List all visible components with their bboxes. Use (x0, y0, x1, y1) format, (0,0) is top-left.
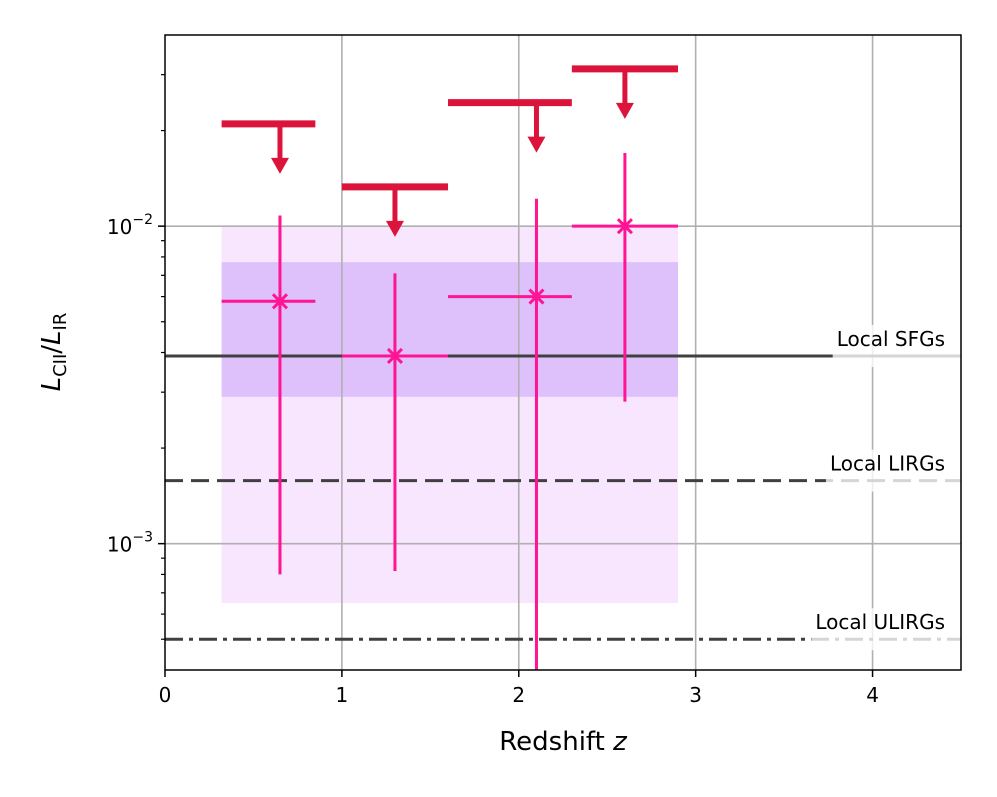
x-axis-title-text: Redshift (499, 727, 605, 757)
y-axis-title-s1: CII (50, 354, 71, 377)
x-tick-label-3: 3 (689, 683, 702, 707)
x-tick-label-4: 4 (866, 683, 879, 707)
y-tick-label-0: 10−2 (107, 212, 153, 239)
upper-limit-arrowhead-2 (527, 136, 546, 153)
ticks-layer: 0 1 2 3 410−210−3 (107, 74, 879, 707)
reference-line-label-bg-1 (825, 449, 961, 492)
upper-limit-arrowhead-0 (270, 157, 289, 174)
reference-lines-layer: Local SFGs Local LIRGs Local ULIRGs (165, 324, 961, 651)
upper-limit-arrowhead-1 (385, 220, 404, 237)
point-marker-1 (386, 347, 404, 365)
point-marker-2 (528, 288, 545, 305)
y-tick-label-exp-1: −3 (132, 530, 153, 546)
reference-line-label-bg-0 (832, 324, 961, 367)
x-tick-label-0: 0 (159, 683, 172, 707)
y-tick-label-1: 10−3 (107, 530, 153, 557)
reference-line-label-bg-2 (811, 608, 961, 651)
y-tick-label-base-1: 10 (107, 533, 132, 557)
point-marker-0 (271, 293, 289, 310)
x-tick-label-2: 2 (512, 683, 525, 707)
upper-limit-arrowhead-3 (615, 102, 634, 119)
bands-layer (221, 226, 678, 604)
point-marker-3 (616, 218, 633, 235)
data-layer (221, 152, 678, 670)
grid-layer (165, 35, 961, 670)
y-axis-title-l1: L (37, 377, 67, 392)
upper-limits-layer (221, 65, 678, 237)
x-tick-label-1: 1 (336, 683, 349, 707)
y-axis-title: LCII/LIR (37, 313, 71, 392)
y-axis-title-l2: L (37, 330, 67, 345)
x-axis-title-var: z (612, 727, 628, 757)
x-axis-title: Redshift z (499, 727, 628, 757)
y-axis-title-s2: IR (50, 313, 71, 331)
y-axis-title-slash: / (37, 345, 67, 354)
y-tick-label-exp-0: −2 (132, 212, 153, 228)
reference-line-label-2: Local ULIRGs (815, 610, 945, 634)
confidence-band-1 (221, 262, 678, 397)
reference-line-label-1: Local LIRGs (830, 452, 945, 476)
y-tick-label-base-0: 10 (107, 215, 132, 239)
reference-line-label-0: Local SFGs (837, 327, 945, 351)
